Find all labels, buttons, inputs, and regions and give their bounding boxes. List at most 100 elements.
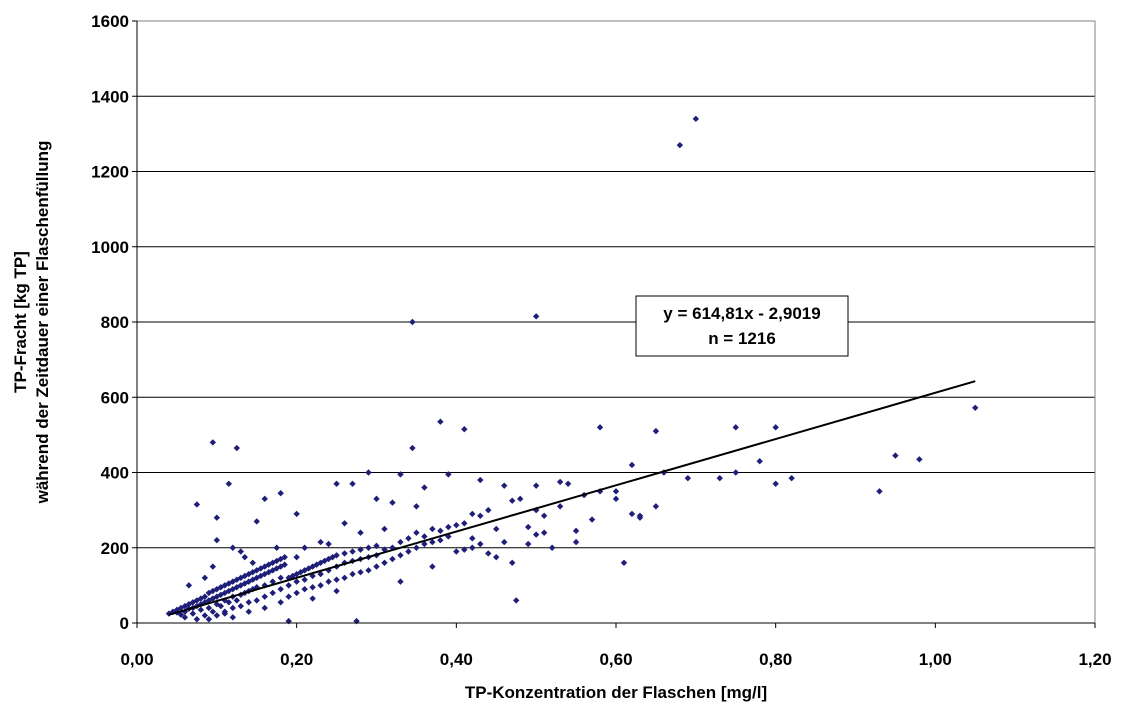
data-point <box>269 589 276 597</box>
data-point <box>349 570 356 578</box>
data-point <box>285 582 292 589</box>
data-point <box>293 578 300 585</box>
data-point <box>301 567 308 574</box>
data-point <box>249 576 256 583</box>
data-point <box>532 482 540 489</box>
data-point <box>229 578 236 585</box>
x-tick-label-4: 0,80 <box>759 650 792 669</box>
data-point <box>177 604 185 612</box>
data-point <box>513 597 520 604</box>
data-point <box>397 538 404 546</box>
data-point <box>509 497 516 504</box>
data-point <box>421 484 428 491</box>
data-point <box>509 559 516 566</box>
equation-box-frame <box>635 295 849 357</box>
data-point <box>265 569 272 576</box>
data-point <box>469 535 476 542</box>
data-point <box>756 458 763 465</box>
data-point <box>181 608 189 615</box>
data-point <box>205 597 213 604</box>
data-point <box>253 518 260 525</box>
y-tick-label-2: 400 <box>101 464 129 483</box>
data-point <box>253 567 260 574</box>
data-point <box>445 471 452 478</box>
data-point <box>245 599 252 606</box>
data-point <box>293 570 300 578</box>
data-point <box>684 474 692 482</box>
data-point <box>269 567 276 574</box>
data-point <box>365 469 372 476</box>
data-point <box>469 510 476 518</box>
data-point <box>972 404 979 411</box>
data-point <box>269 559 276 566</box>
data-point <box>556 503 564 510</box>
data-point <box>405 535 412 542</box>
y-tick-label-1: 200 <box>101 539 129 558</box>
data-point <box>517 495 524 503</box>
data-point <box>181 614 189 621</box>
x-tick-label-2: 0,40 <box>440 650 473 669</box>
data-point <box>437 418 444 425</box>
x-tick-label-5: 1,00 <box>919 650 952 669</box>
y-tick-label-6: 1200 <box>91 163 129 182</box>
data-point <box>421 540 428 548</box>
data-point <box>357 569 364 576</box>
data-point <box>261 495 268 503</box>
data-point <box>201 599 209 606</box>
data-point <box>365 544 372 551</box>
data-point <box>373 542 380 550</box>
data-point <box>229 604 236 612</box>
y-axis-title-line-2: während der Zeitdauer einer Flaschenfüll… <box>33 141 52 505</box>
data-point <box>209 563 217 570</box>
data-point <box>317 559 324 566</box>
y-tick-label-4: 800 <box>101 313 129 332</box>
data-point <box>205 589 213 597</box>
data-point <box>477 512 484 519</box>
data-point <box>365 567 372 574</box>
data-point <box>548 544 556 551</box>
data-point <box>249 559 256 566</box>
data-point <box>233 444 240 452</box>
data-point <box>892 452 899 459</box>
data-point <box>477 540 484 548</box>
data-point <box>453 521 460 529</box>
data-point <box>229 585 236 593</box>
data-point <box>524 540 532 548</box>
data-point <box>317 582 324 589</box>
data-point <box>409 444 416 452</box>
data-point <box>732 469 739 476</box>
data-point <box>193 501 201 508</box>
data-point <box>253 597 260 604</box>
data-point <box>461 426 468 433</box>
data-point <box>173 606 181 614</box>
data-point <box>209 595 217 602</box>
data-point <box>213 612 221 619</box>
data-point <box>261 570 268 578</box>
data-point <box>373 495 380 503</box>
data-point <box>676 141 684 149</box>
x-tick-label-0: 0,00 <box>120 650 153 669</box>
data-point <box>612 488 620 495</box>
data-point <box>397 552 404 559</box>
data-point <box>357 546 364 553</box>
data-point <box>269 578 276 585</box>
data-point <box>445 523 452 531</box>
trendline <box>168 380 976 616</box>
data-point <box>209 587 217 595</box>
x-tick-label-3: 0,60 <box>599 650 632 669</box>
data-point <box>285 593 292 600</box>
data-point <box>277 585 284 593</box>
data-point <box>620 559 628 566</box>
data-point <box>321 557 328 565</box>
data-point <box>341 574 348 582</box>
data-point <box>245 578 252 585</box>
trendline-equation: y = 614,81x - 2,9019 <box>663 304 820 323</box>
data-point <box>213 514 221 521</box>
data-point <box>628 510 636 518</box>
data-point <box>253 584 260 591</box>
data-point <box>221 597 229 604</box>
data-point <box>241 553 248 561</box>
data-point <box>201 593 209 600</box>
data-point <box>325 540 332 548</box>
